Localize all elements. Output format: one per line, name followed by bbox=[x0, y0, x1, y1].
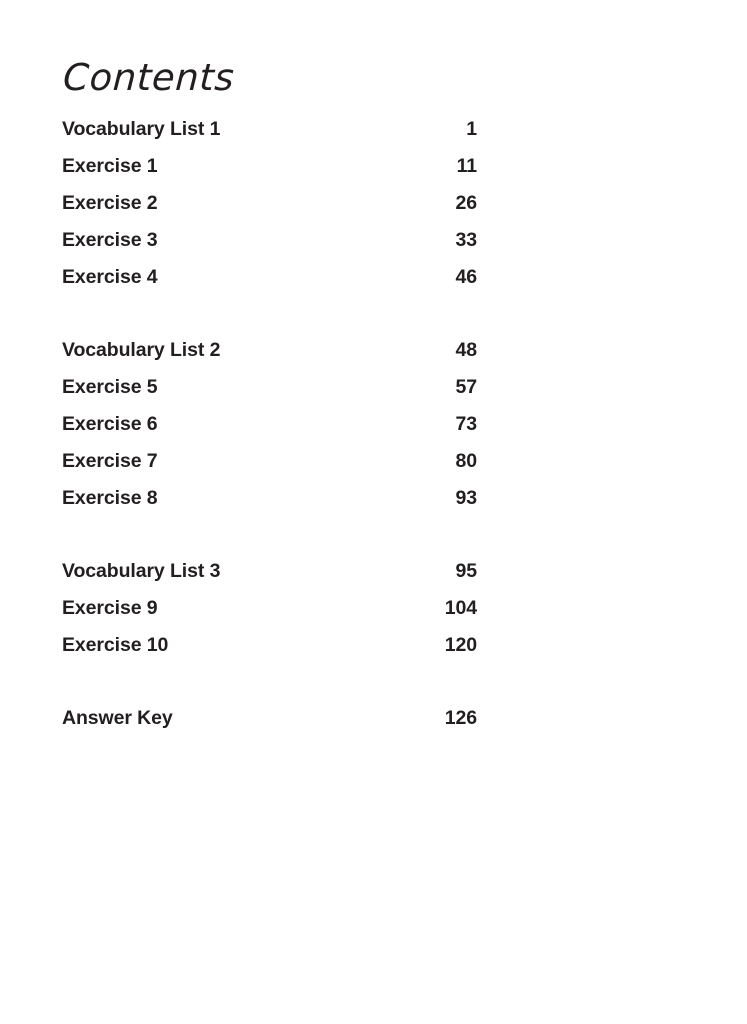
toc-group-1: Vocabulary List 1 1 Exercise 1 11 Exerci… bbox=[62, 118, 477, 303]
toc-entry-label: Exercise 8 bbox=[62, 487, 158, 509]
toc-entry-label: Exercise 6 bbox=[62, 413, 158, 435]
toc-entry-label: Exercise 5 bbox=[62, 376, 158, 398]
toc-entry-label: Exercise 2 bbox=[62, 192, 158, 214]
toc-entry[interactable]: Exercise 10 120 bbox=[62, 634, 477, 671]
toc-entry-page: 1 bbox=[466, 118, 477, 140]
toc-entry[interactable]: Vocabulary List 1 1 bbox=[62, 118, 477, 155]
toc-entry-label: Exercise 1 bbox=[62, 155, 158, 177]
toc-entry-label: Vocabulary List 1 bbox=[62, 118, 221, 140]
toc-entry-label: Answer Key bbox=[62, 707, 173, 729]
group-separator bbox=[62, 524, 477, 560]
toc-group-4: Answer Key 126 bbox=[62, 707, 477, 744]
toc-entry-page: 80 bbox=[455, 450, 478, 472]
toc-entry-page: 95 bbox=[455, 560, 478, 582]
toc-entry-page: 126 bbox=[444, 707, 477, 729]
toc-group-3: Vocabulary List 3 95 Exercise 9 104 Exer… bbox=[62, 560, 477, 671]
page-title: Contents bbox=[62, 56, 236, 99]
toc-entry-label: Exercise 10 bbox=[62, 634, 169, 656]
toc-entry-page: 46 bbox=[455, 266, 478, 288]
toc-entry[interactable]: Exercise 7 80 bbox=[62, 450, 477, 487]
toc-group-2: Vocabulary List 2 48 Exercise 5 57 Exerc… bbox=[62, 339, 477, 524]
toc-entry-label: Vocabulary List 3 bbox=[62, 560, 221, 582]
toc-entry[interactable]: Exercise 4 46 bbox=[62, 266, 477, 303]
toc-entry-label: Exercise 3 bbox=[62, 229, 158, 251]
toc-entry[interactable]: Exercise 1 11 bbox=[62, 155, 477, 192]
toc-entry-page: 11 bbox=[456, 155, 478, 177]
toc-entry-label: Exercise 4 bbox=[62, 266, 158, 288]
toc-entry-label: Vocabulary List 2 bbox=[62, 339, 221, 361]
table-of-contents: Contents Vocabulary List 1 1 Exercise 1 … bbox=[62, 56, 477, 744]
toc-entry-label: Exercise 9 bbox=[62, 597, 158, 619]
toc-entry-page: 93 bbox=[455, 487, 478, 509]
toc-entry-page: 120 bbox=[444, 634, 477, 656]
toc-entry[interactable]: Exercise 6 73 bbox=[62, 413, 477, 450]
toc-entry[interactable]: Exercise 3 33 bbox=[62, 229, 477, 266]
toc-entry-page: 33 bbox=[455, 229, 478, 251]
toc-entry[interactable]: Exercise 2 26 bbox=[62, 192, 477, 229]
toc-entry[interactable]: Answer Key 126 bbox=[62, 707, 477, 744]
toc-entry-page: 57 bbox=[455, 376, 478, 398]
toc-entry[interactable]: Exercise 9 104 bbox=[62, 597, 477, 634]
toc-entry-label: Exercise 7 bbox=[62, 450, 158, 472]
toc-entry[interactable]: Vocabulary List 3 95 bbox=[62, 560, 477, 597]
toc-entry-page: 26 bbox=[455, 192, 478, 214]
toc-entry[interactable]: Vocabulary List 2 48 bbox=[62, 339, 477, 376]
toc-entry[interactable]: Exercise 5 57 bbox=[62, 376, 477, 413]
toc-entry-page: 104 bbox=[444, 597, 477, 619]
toc-entry-page: 48 bbox=[455, 339, 478, 361]
toc-entry[interactable]: Exercise 8 93 bbox=[62, 487, 477, 524]
toc-entry-page: 73 bbox=[455, 413, 478, 435]
group-separator bbox=[62, 671, 477, 707]
group-separator bbox=[62, 303, 477, 339]
